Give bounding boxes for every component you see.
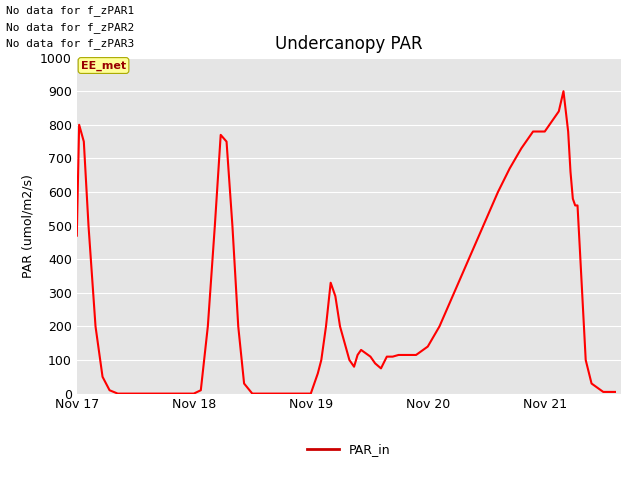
Text: No data for f_zPAR1: No data for f_zPAR1 — [6, 5, 134, 16]
Text: EE_met: EE_met — [81, 60, 126, 71]
Text: No data for f_zPAR3: No data for f_zPAR3 — [6, 38, 134, 49]
Y-axis label: PAR (umol/m2/s): PAR (umol/m2/s) — [22, 174, 35, 277]
Text: No data for f_zPAR2: No data for f_zPAR2 — [6, 22, 134, 33]
Legend: PAR_in: PAR_in — [302, 438, 396, 461]
Title: Undercanopy PAR: Undercanopy PAR — [275, 35, 422, 53]
